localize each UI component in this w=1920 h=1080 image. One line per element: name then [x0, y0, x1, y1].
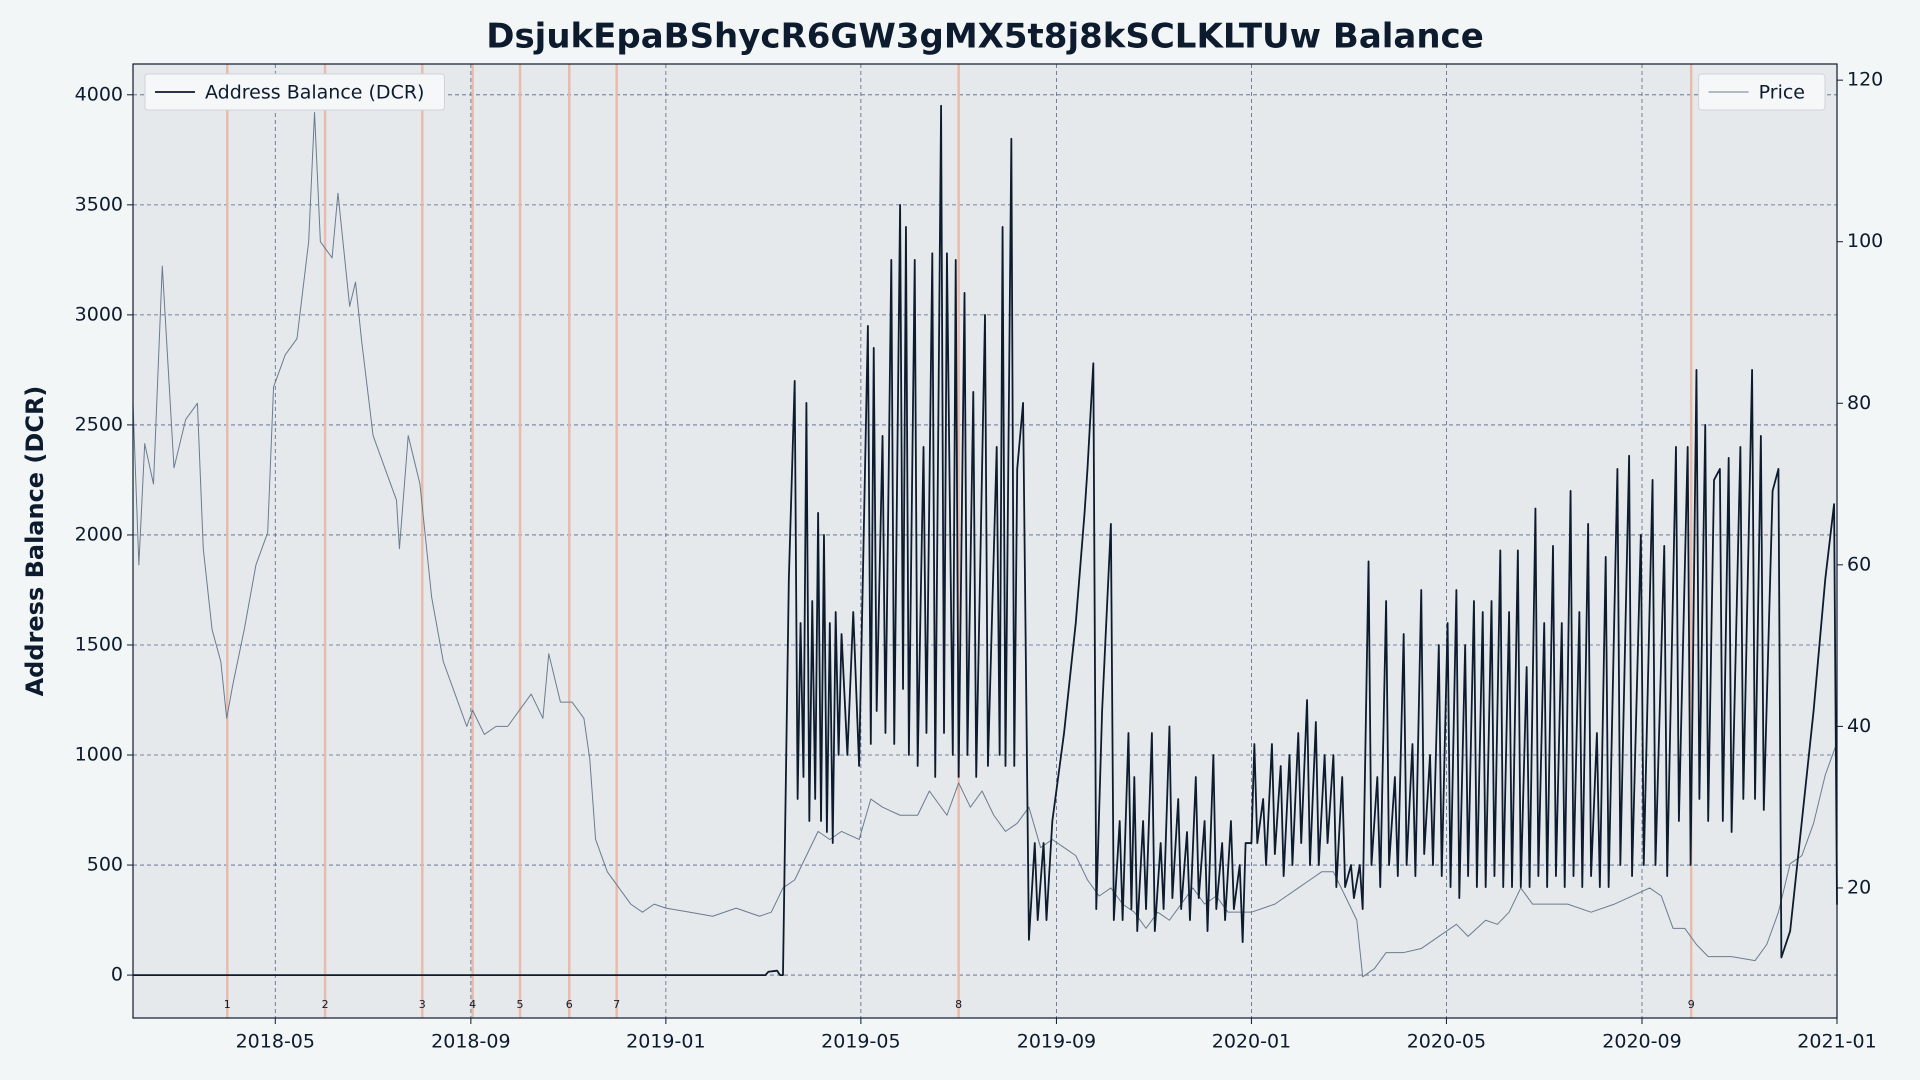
y-tick-label: 500: [87, 854, 123, 876]
plot-frame: [132, 63, 1838, 1019]
legend-label: Address Balance (DCR): [205, 82, 424, 104]
y-tick-label: 4000: [75, 83, 123, 105]
y-tick-label: 2500: [75, 413, 123, 435]
x-tick-label: 2019-09: [1017, 1031, 1096, 1053]
event-label: 5: [517, 998, 524, 1011]
y-tick-label: 1000: [75, 744, 123, 766]
y-tick-label: 3000: [75, 303, 123, 325]
chart-title: DsjukEpaBShycR6GW3gMX5t8j8kSCLKLTUw Bala…: [486, 17, 1484, 57]
y2-tick-label: 60: [1847, 553, 1871, 575]
event-label: 3: [419, 998, 426, 1011]
y2-tick-label: 80: [1847, 392, 1871, 414]
x-tick-label: 2018-09: [431, 1031, 510, 1053]
legend: Address Balance (DCR): [144, 73, 445, 111]
legend-box: [144, 73, 445, 111]
legend-box: [1698, 73, 1826, 111]
x-tick-label: 2021-01: [1797, 1031, 1876, 1053]
x-tick-label: 2018-05: [236, 1031, 315, 1053]
x-tick-label: 2019-05: [821, 1031, 900, 1053]
legend-label: Price: [1759, 82, 1805, 104]
event-label: 2: [322, 998, 329, 1011]
event-label: 7: [613, 998, 620, 1011]
y2-tick-label: 100: [1847, 230, 1883, 252]
y-axis-label: Address Balance (DCR): [21, 386, 49, 697]
plot-area: [133, 64, 1837, 1018]
legend: Price: [1698, 73, 1826, 111]
y2-tick-label: 120: [1847, 69, 1883, 91]
y-tick-label: 0: [111, 964, 123, 986]
y2-tick-label: 20: [1847, 876, 1871, 898]
event-label: 8: [955, 998, 962, 1011]
y-tick-label: 2000: [75, 523, 123, 545]
y2-tick-label: 40: [1847, 715, 1871, 737]
series-line: [132, 111, 1838, 978]
y-tick-label: 1500: [75, 633, 123, 655]
event-label: 9: [1688, 998, 1695, 1011]
x-tick-label: 2020-09: [1602, 1031, 1681, 1053]
event-label: 4: [469, 998, 476, 1011]
event-label: 6: [566, 998, 573, 1011]
x-tick-label: 2020-05: [1407, 1031, 1486, 1053]
x-tick-label: 2020-01: [1212, 1031, 1291, 1053]
series-line: [133, 104, 1838, 976]
event-label: 1: [224, 998, 231, 1011]
y-tick-label: 3500: [75, 193, 123, 215]
x-tick-label: 2019-01: [626, 1031, 705, 1053]
